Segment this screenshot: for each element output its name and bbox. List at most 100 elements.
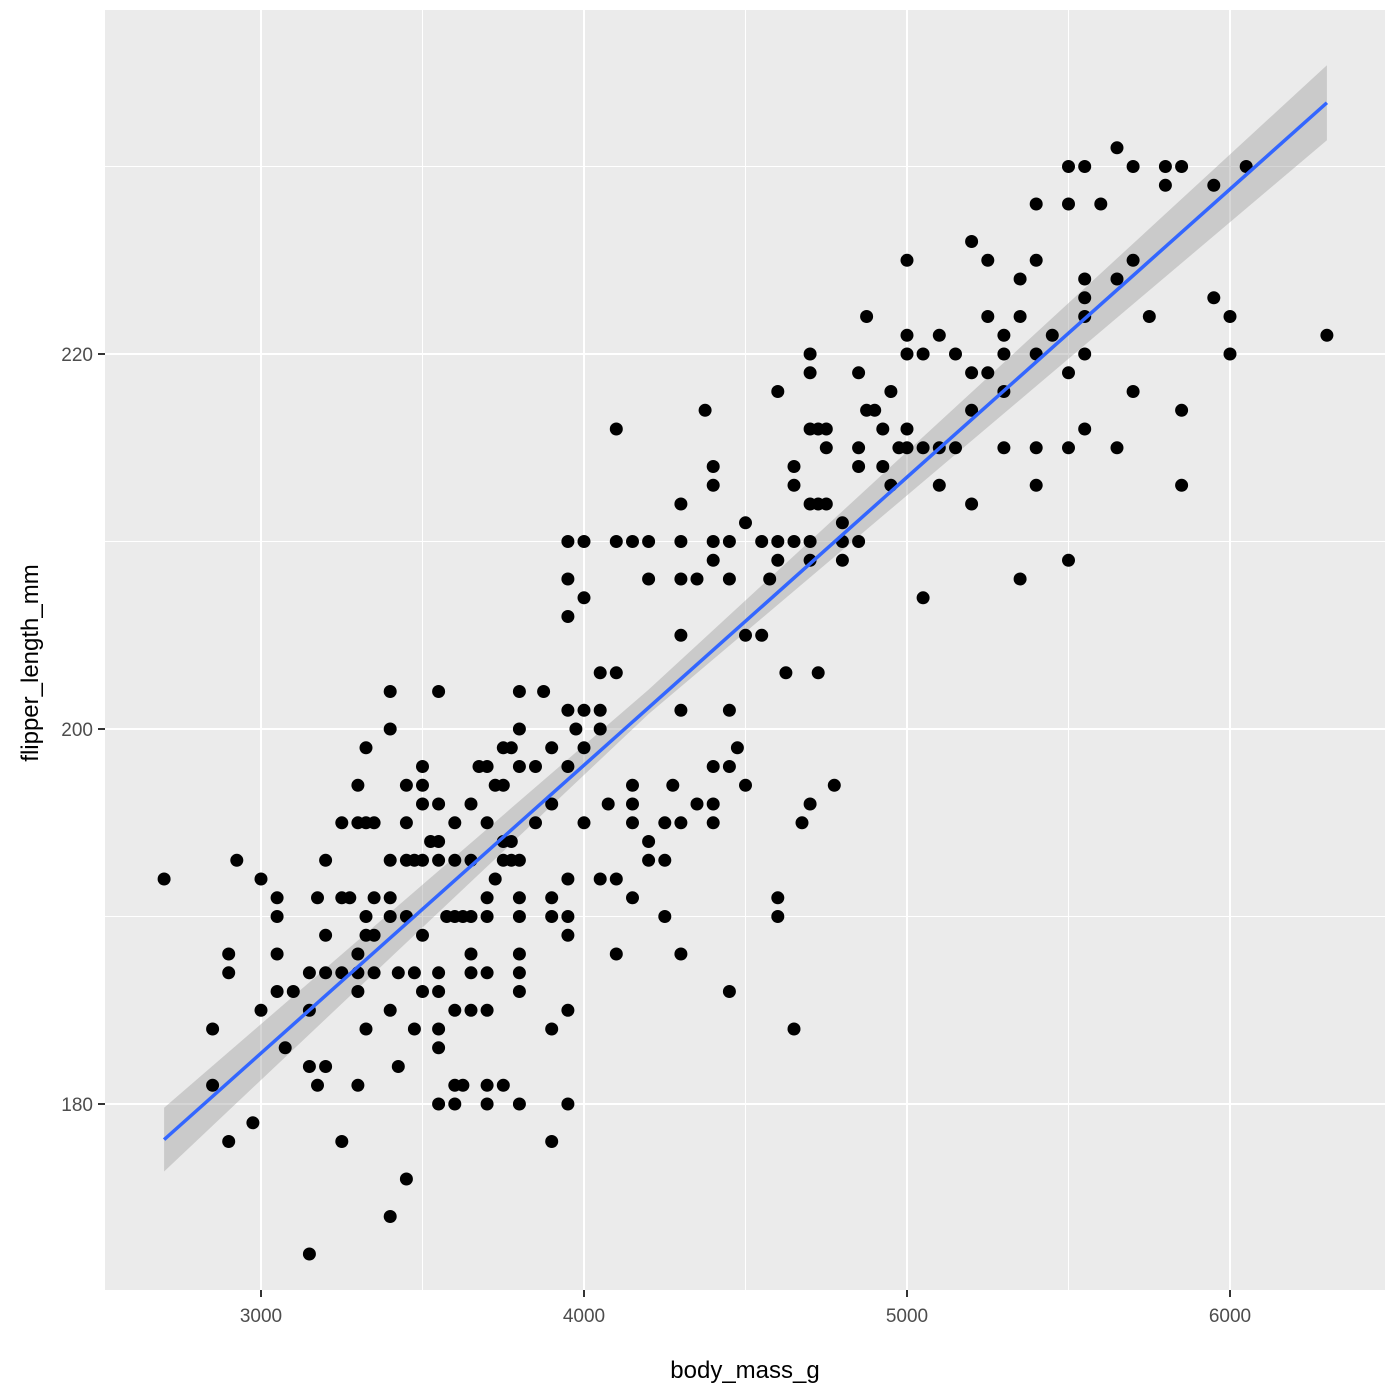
data-point [739,778,752,792]
data-point [432,1041,446,1055]
data-point [949,441,962,455]
data-point [965,366,979,380]
x-axis-title: body_mass_g [670,1357,819,1384]
data-point [512,685,526,698]
regression-line [162,101,1329,1141]
data-point [965,235,979,248]
data-point [593,703,607,717]
data-point [343,891,357,905]
data-point [480,816,494,830]
data-point [416,853,429,867]
data-point [319,966,333,980]
data-point [367,816,381,830]
data-point [335,1135,349,1148]
data-point [642,535,656,548]
data-point [561,572,575,586]
data-point [1110,141,1124,155]
data-point [1320,328,1334,342]
data-point [1142,310,1156,323]
data-point [529,760,542,773]
data-point [367,928,381,942]
data-point [464,947,478,961]
data-point [222,966,236,980]
data-point [827,778,841,792]
data-point [722,703,736,717]
data-point [626,797,639,811]
data-point [545,910,559,923]
data-point [803,797,817,811]
data-point [658,816,672,830]
data-point [270,910,284,923]
confidence-band [164,65,1327,1172]
data-point [706,760,720,773]
data-point [480,966,494,980]
data-point [512,1097,526,1111]
data-point [1175,160,1189,173]
data-point [819,441,833,455]
data-point [739,628,752,642]
data-point [1110,272,1124,286]
data-point [1013,572,1027,586]
y-tick-label: 220 [61,345,93,366]
data-point [642,853,656,867]
data-point [359,1022,373,1036]
data-point [545,797,559,811]
data-point [512,910,526,923]
data-point [593,666,607,680]
data-point [448,816,462,830]
data-point [383,1210,397,1223]
data-point [448,1097,462,1111]
data-point [480,1097,494,1111]
data-point [545,1135,559,1148]
data-point [512,722,526,736]
data-point [359,741,373,755]
data-point [302,966,316,980]
data-point [561,928,575,942]
data-point [609,872,623,886]
data-point [270,891,284,905]
data-point [674,703,688,717]
data-point [577,535,591,548]
data-point [852,441,866,455]
data-point [383,853,397,867]
data-point [916,441,930,455]
data-point [1158,160,1172,173]
data-point [666,778,680,792]
data-point [1126,385,1140,398]
data-point [706,535,720,548]
data-point [432,797,446,811]
data-point [771,535,785,548]
data-point [206,1078,220,1092]
data-point [1013,272,1027,286]
data-point [391,1060,405,1073]
data-point [383,685,397,698]
data-point [335,816,349,830]
data-point [561,910,575,923]
data-point [981,253,995,267]
data-point [432,985,446,998]
data-point [577,816,591,830]
data-point [609,947,623,961]
major-gridlines [105,10,1385,1290]
data-point [868,403,882,417]
data-point [407,1022,421,1036]
data-point [512,985,526,998]
data-point [876,422,890,436]
data-point [1029,441,1043,455]
data-point [803,535,817,548]
data-point [464,910,478,923]
data-point [1078,291,1092,305]
data-point [1062,197,1075,211]
data-point [286,985,300,998]
data-point [1175,403,1189,417]
data-point [900,441,914,455]
data-point [1029,478,1043,492]
data-point [706,478,720,492]
data-point [1029,197,1043,211]
data-point [254,1003,268,1017]
data-point [480,760,494,773]
data-point [609,666,623,680]
data-point [593,872,607,886]
data-point [383,910,397,923]
data-point [1062,366,1075,380]
